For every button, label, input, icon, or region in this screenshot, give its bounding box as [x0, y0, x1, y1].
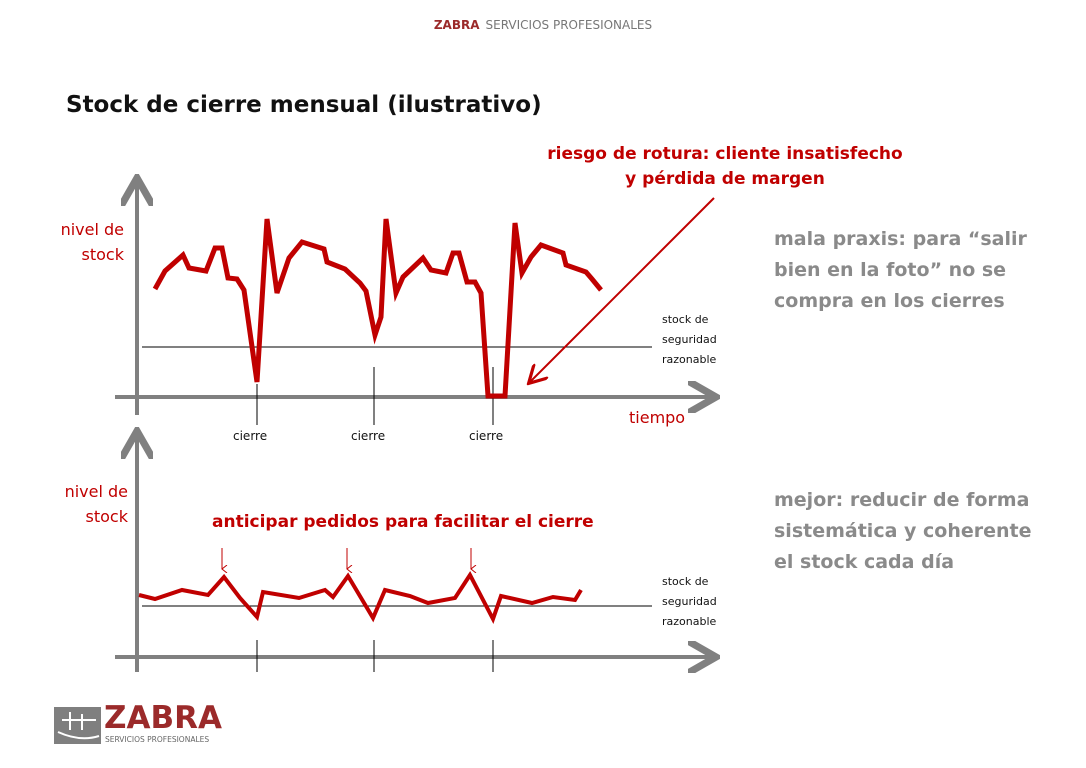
closing-tick-label: cierre	[351, 429, 386, 443]
anticipate-annotation: anticipar pedidos para facilitar el cier…	[212, 512, 594, 532]
page-title: Stock de cierre mensual (ilustrativo)	[66, 92, 542, 118]
safety-label-line: razonable	[662, 353, 717, 366]
x-axis-label: tiempo	[629, 408, 686, 427]
risk-annotation: riesgo de rotura: cliente insatisfecho y…	[540, 142, 910, 192]
risk-arrow	[530, 197, 715, 382]
safety-label-line: seguridad	[662, 595, 717, 608]
bad-practice-note: mala praxis: para “salir bien en la foto…	[774, 224, 1027, 317]
header-subtitle: SERVICIOS PROFESIONALES	[485, 18, 653, 32]
ylabel-line: nivel de	[60, 220, 124, 239]
closing-tick-label: cierre	[233, 429, 268, 443]
bottom-safety-label: stock de seguridad razonable	[662, 572, 717, 632]
safety-label-line: seguridad	[662, 333, 717, 346]
note-line: bien en la foto” no se	[774, 259, 1007, 281]
risk-annotation-line: y pérdida de margen	[625, 169, 825, 189]
ylabel-line: stock	[85, 507, 128, 526]
bottom-stock-line	[138, 571, 583, 625]
ylabel-line: stock	[81, 245, 124, 264]
header-brand: ZABRA	[433, 18, 480, 32]
closing-tick-label: cierre	[469, 429, 504, 443]
note-line: el stock cada día	[774, 551, 955, 573]
safety-label-line: stock de	[662, 575, 709, 588]
risk-annotation-line: riesgo de rotura: cliente insatisfecho	[547, 144, 903, 164]
note-line: mala praxis: para “salir	[774, 228, 1027, 250]
logo-tagline: SERVICIOS PROFESIONALES	[105, 735, 210, 744]
top-safety-label: stock de seguridad razonable	[662, 310, 717, 370]
safety-label-line: stock de	[662, 313, 709, 326]
logo-name: ZABRA	[104, 700, 222, 736]
top-stock-line	[152, 218, 603, 399]
safety-label-line: razonable	[662, 615, 717, 628]
note-line: compra en los cierres	[774, 290, 1005, 312]
top-y-label: nivel de stock	[30, 217, 124, 267]
note-line: mejor: reducir de forma	[774, 489, 1030, 511]
good-practice-note: mejor: reducir de forma sistemática y co…	[774, 485, 1032, 578]
note-line: sistemática y coherente	[774, 520, 1032, 542]
ylabel-line: nivel de	[64, 482, 128, 501]
logo-mark-icon	[54, 707, 101, 744]
slide-header: ZABRA SERVICIOS PROFESIONALES	[0, 18, 1086, 32]
bottom-y-label: nivel de stock	[30, 479, 128, 529]
